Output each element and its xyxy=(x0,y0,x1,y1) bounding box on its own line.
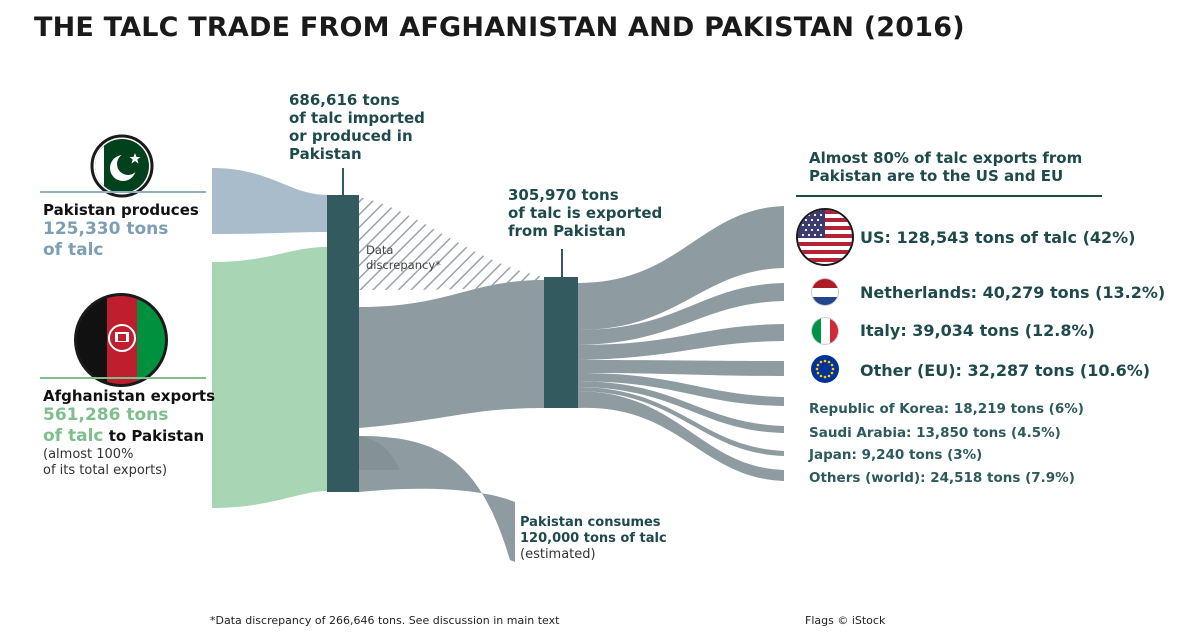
pakistan-total-node xyxy=(327,195,359,492)
pakistan-total-line4: Pakistan xyxy=(289,145,362,163)
flow-other-eu xyxy=(578,360,784,376)
netherlands-flag-icon xyxy=(811,278,839,306)
exports-header: Almost 80% of talc exports from Pakistan… xyxy=(809,149,1109,185)
consumes-line1: Pakistan consumes xyxy=(520,515,661,530)
discrepancy-label: Data discrepancy* xyxy=(366,243,441,273)
exported-line2: of talc is exported xyxy=(508,204,663,222)
destination-us: US: 128,543 tons of talc (42%) xyxy=(860,228,1136,247)
afghanistan-exports-note-1: (almost 100% xyxy=(43,447,134,462)
destination-others-world: Others (world): 24,518 tons (7.9%) xyxy=(809,470,1075,486)
destination-other-eu: Other (EU): 32,287 tons (10.6%) xyxy=(860,361,1151,380)
afghanistan-exports-block: Afghanistan exports 561,286 tons of talc… xyxy=(43,387,218,479)
flow-netherlands xyxy=(578,283,784,345)
flow-us xyxy=(578,206,784,330)
data-discrepancy-area xyxy=(359,197,544,290)
afghanistan-exports-unit: of talc xyxy=(43,426,104,446)
pakistan-production-flow xyxy=(212,168,327,234)
pakistan-produces-label: Pakistan produces xyxy=(43,201,199,219)
flow-saudi-arabia xyxy=(578,381,784,433)
exports-header-rule xyxy=(796,195,1102,197)
destination-saudi-arabia: Saudi Arabia: 13,850 tons (4.5%) xyxy=(809,425,1061,441)
pakistan-produces-block: Pakistan produces 125,330 tons of talc xyxy=(43,201,213,261)
destination-italy: Italy: 39,034 tons (12.8%) xyxy=(860,321,1095,340)
consumes-amount: 120,000 tons of talc xyxy=(520,531,667,546)
pakistan-produces-amount: 125,330 tons xyxy=(43,219,169,239)
flow-italy xyxy=(578,324,784,360)
discrepancy-line2: discrepancy* xyxy=(366,258,441,272)
footnote: *Data discrepancy of 266,646 tons. See d… xyxy=(210,614,560,627)
afghanistan-exports-dest: of talc to Pakistan xyxy=(43,426,218,447)
pakistan-flag-icon xyxy=(90,134,154,198)
destination-netherlands: Netherlands: 40,279 tons (13.2%) xyxy=(860,283,1166,302)
italy-flag-icon xyxy=(811,317,839,345)
image-credit: Flags © iStock xyxy=(805,614,886,627)
exported-label: 305,970 tons of talc is exported from Pa… xyxy=(508,186,678,240)
pakistan-total-amount: 686,616 tons xyxy=(289,91,400,109)
pakistan-total-line2: of talc imported xyxy=(289,109,425,127)
pakistan-total-line3: or produced in xyxy=(289,127,413,145)
afghanistan-exports-to: to Pakistan xyxy=(103,427,205,445)
exported-line3: from Pakistan xyxy=(508,222,626,240)
consumes-estimated: (estimated) xyxy=(520,547,596,562)
afghanistan-exports-amount: 561,286 tons xyxy=(43,405,169,425)
afghanistan-exports-label: Afghanistan exports xyxy=(43,387,216,405)
exported-amount: 305,970 tons xyxy=(508,186,619,204)
afghanistan-exports-note-2: of its total exports) xyxy=(43,463,168,478)
eu-flag-icon xyxy=(811,355,839,383)
destination-korea: Republic of Korea: 18,219 tons (6%) xyxy=(809,401,1084,417)
pakistan-total-label: 686,616 tons of talc imported or produce… xyxy=(289,91,449,163)
consumes-label: Pakistan consumes 120,000 tons of talc (… xyxy=(520,515,690,563)
exports-header-line1: Almost 80% of talc exports from xyxy=(809,149,1083,167)
exports-header-line2: Pakistan are to the US and EU xyxy=(809,167,1064,185)
export-flow xyxy=(359,280,544,428)
flow-japan xyxy=(578,387,784,456)
pakistan-export-node xyxy=(544,277,578,408)
discrepancy-line1: Data xyxy=(366,243,394,257)
afghanistan-rule xyxy=(40,377,206,379)
destination-japan: Japan: 9,240 tons (3%) xyxy=(809,447,983,463)
pakistan-rule xyxy=(40,191,206,193)
afghanistan-flag-icon xyxy=(74,293,168,387)
flow-others-world xyxy=(578,391,784,481)
pakistan-produces-unit: of talc xyxy=(43,240,104,260)
us-flag-icon xyxy=(796,208,854,266)
afghanistan-export-flow xyxy=(212,247,327,508)
page-title: THE TALC TRADE FROM AFGHANISTAN AND PAKI… xyxy=(34,12,965,43)
flow-korea xyxy=(578,373,784,406)
